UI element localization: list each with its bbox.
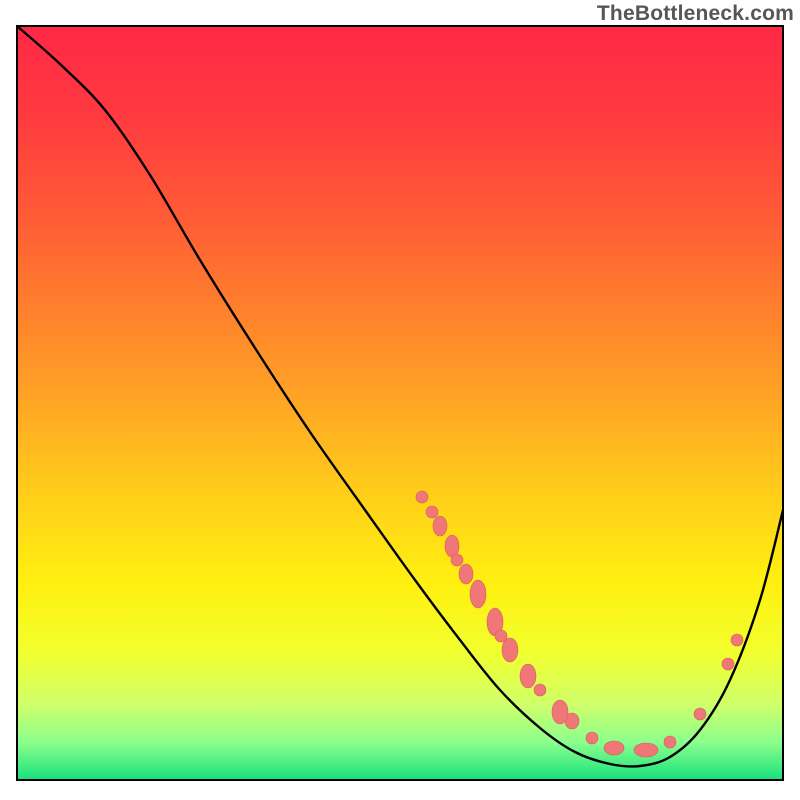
data-marker	[445, 535, 459, 557]
data-marker	[416, 491, 428, 503]
data-marker	[552, 700, 568, 724]
data-marker	[470, 580, 486, 608]
data-marker	[722, 658, 734, 670]
chart-svg	[0, 0, 800, 800]
data-marker	[694, 708, 706, 720]
data-marker	[534, 684, 546, 696]
data-marker	[520, 664, 536, 688]
plot-background	[17, 26, 783, 780]
data-marker	[604, 741, 624, 755]
chart-canvas: TheBottleneck.com	[0, 0, 800, 800]
data-marker	[459, 564, 473, 584]
watermark-text: TheBottleneck.com	[597, 2, 794, 26]
data-marker	[451, 554, 463, 566]
data-marker	[634, 743, 658, 757]
data-marker	[433, 516, 447, 536]
data-marker	[586, 732, 598, 744]
data-marker	[664, 736, 676, 748]
data-marker	[426, 506, 438, 518]
data-marker	[502, 638, 518, 662]
data-marker	[731, 634, 743, 646]
